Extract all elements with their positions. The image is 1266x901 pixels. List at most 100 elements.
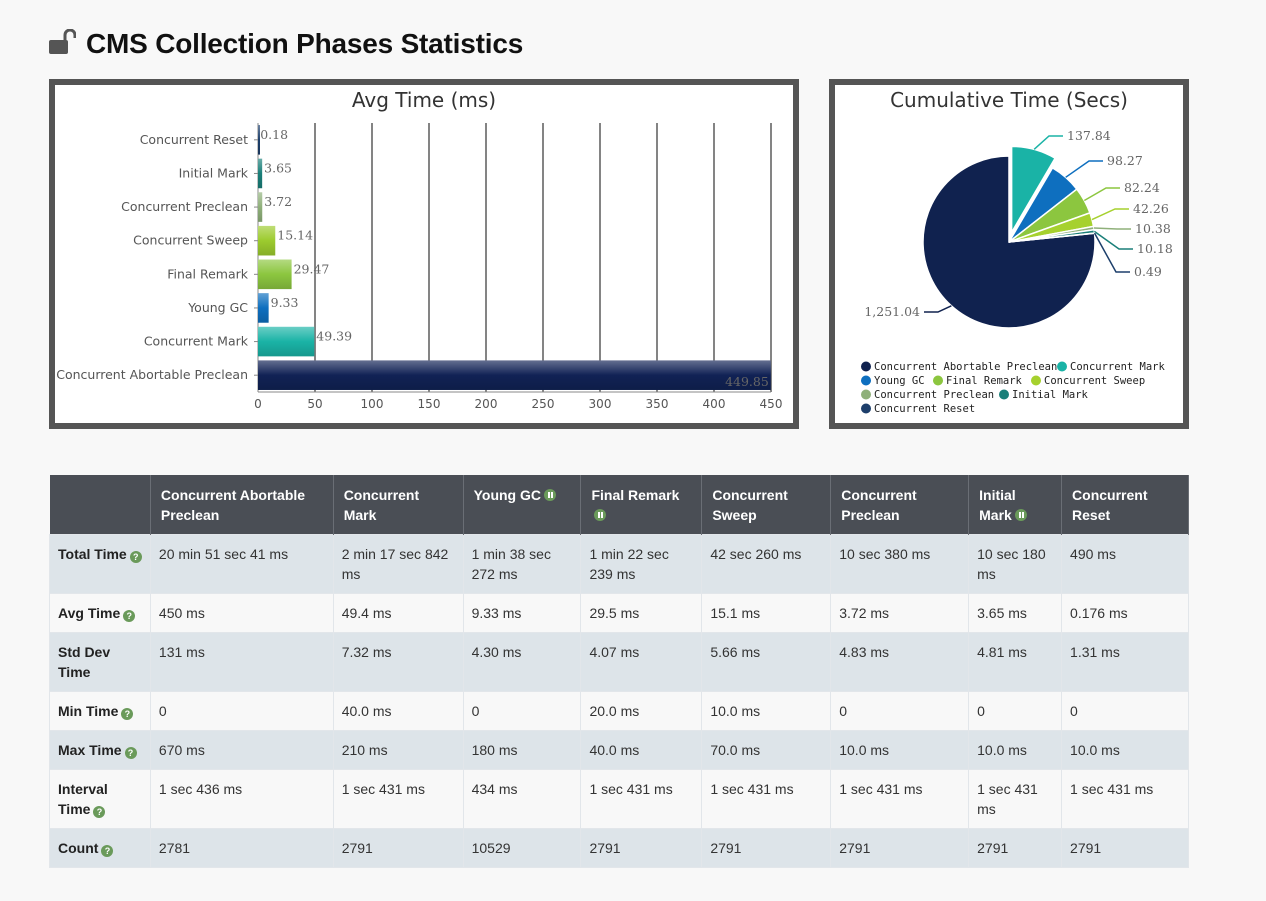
table-cell: 0 bbox=[830, 691, 970, 731]
pie-value-label: 10.38 bbox=[1135, 221, 1171, 236]
phases-stats-table: Concurrent Abortable Preclean Concurrent … bbox=[49, 475, 1189, 868]
legend-marker bbox=[861, 361, 871, 372]
table-cell: 10.0 ms bbox=[830, 730, 970, 770]
column-header: Concurrent Abortable Preclean bbox=[150, 475, 334, 535]
bar bbox=[258, 360, 771, 390]
table-cell: 4.30 ms bbox=[462, 632, 582, 692]
legend-item: Concurrent Mark bbox=[1070, 361, 1166, 373]
help-icon[interactable]: ? bbox=[93, 806, 106, 818]
page-header: CMS Collection Phases Statistics bbox=[48, 24, 523, 64]
category-label: Final Remark bbox=[167, 266, 249, 281]
table-cell: 3.65 ms bbox=[968, 593, 1063, 633]
table-cell: 1 sec 431 ms bbox=[332, 769, 464, 829]
table-cell: 10529 bbox=[462, 828, 582, 868]
help-icon[interactable]: ? bbox=[124, 747, 137, 759]
help-icon[interactable]: ? bbox=[101, 845, 114, 857]
table-cell: 20.0 ms bbox=[580, 691, 703, 731]
column-header: Young GC bbox=[463, 475, 582, 535]
table-row: Avg Time? 450 ms 49.4 ms 9.33 ms 29.5 ms 15.1… bbox=[49, 593, 1189, 633]
table-cell: 9.33 ms bbox=[462, 593, 582, 633]
table-cell: 0 bbox=[462, 691, 582, 731]
legend-marker bbox=[999, 389, 1009, 400]
row-header: Min Time? bbox=[49, 691, 151, 731]
row-header: Std Dev Time bbox=[49, 632, 151, 692]
avg-time-bar-chart: Avg Time (ms) 0 50 100 150 200 250 300 350 400 450… bbox=[56, 88, 782, 411]
table-cell: 2791 bbox=[580, 828, 703, 868]
table-cell: 490 ms bbox=[1061, 534, 1189, 594]
table-cell: 0 bbox=[149, 691, 334, 731]
bar bbox=[258, 259, 292, 290]
category-label: Concurrent Abortable Preclean bbox=[56, 367, 248, 382]
table-cell: 2791 bbox=[332, 828, 464, 868]
pie-connector bbox=[1093, 227, 1131, 230]
category-label: Concurrent Mark bbox=[144, 334, 249, 349]
table-cell: 10.0 ms bbox=[1061, 730, 1189, 770]
bar-value-label: 0.18 bbox=[260, 127, 288, 142]
legend-marker bbox=[861, 403, 871, 414]
table-corner-header bbox=[49, 475, 151, 535]
pie-chart-title: Cumulative Time (Secs) bbox=[890, 88, 1128, 112]
table-cell: 10 sec 380 ms bbox=[830, 534, 970, 594]
help-icon[interactable]: ? bbox=[123, 610, 136, 622]
bar bbox=[258, 225, 276, 256]
table-cell: 10 sec 180 ms bbox=[968, 534, 1063, 594]
x-tick-label: 400 bbox=[703, 397, 726, 411]
table-cell: 0.176 ms bbox=[1061, 593, 1189, 633]
table-cell: 2791 bbox=[1061, 828, 1189, 868]
row-header: Count? bbox=[49, 828, 151, 868]
table-cell: 3.72 ms bbox=[830, 593, 970, 633]
table-cell: 2791 bbox=[968, 828, 1063, 868]
bar bbox=[258, 293, 269, 323]
row-header: Max Time? bbox=[49, 730, 151, 770]
row-header-label: Std Dev Time bbox=[58, 644, 111, 680]
table-cell: 1 sec 431 ms bbox=[830, 769, 970, 829]
row-header-label: Count bbox=[58, 840, 99, 856]
x-tick-label: 50 bbox=[307, 397, 322, 411]
pie-value-label: 82.24 bbox=[1124, 180, 1160, 195]
row-header-label: Total Time bbox=[58, 546, 127, 562]
row-header: Avg Time? bbox=[49, 593, 151, 633]
x-tick-label: 0 bbox=[254, 397, 262, 411]
table-cell: 2791 bbox=[701, 828, 832, 868]
bar-value-label: 29.47 bbox=[294, 261, 330, 276]
column-header: Final Remark bbox=[580, 475, 703, 535]
bar-value-label: 3.72 bbox=[264, 194, 292, 209]
bar bbox=[258, 192, 263, 222]
pie-slice bbox=[1010, 145, 1057, 236]
column-header: Concurrent Preclean bbox=[830, 475, 970, 535]
column-header-label: Concurrent Sweep bbox=[712, 487, 788, 523]
bar bbox=[258, 125, 260, 155]
table-cell: 2781 bbox=[149, 828, 334, 868]
legend-marker bbox=[933, 375, 943, 386]
pause-icon bbox=[544, 489, 556, 501]
table-row: Total Time? 20 min 51 sec 41 ms 2 min 17 s… bbox=[49, 534, 1189, 594]
row-header-label: Avg Time bbox=[58, 605, 121, 621]
avg-time-chart-panel: Avg Time (ms) 0 50 100 150 200 250 300 350 400 450… bbox=[49, 79, 799, 429]
help-icon[interactable]: ? bbox=[129, 551, 142, 563]
pie-value-label: 0.49 bbox=[1134, 264, 1162, 279]
table-cell: 450 ms bbox=[149, 593, 334, 633]
table-cell: 2791 bbox=[830, 828, 970, 868]
unlock-icon bbox=[48, 28, 77, 60]
column-header-label: Young GC bbox=[473, 487, 541, 503]
table-cell: 49.4 ms bbox=[332, 593, 464, 633]
column-header-label: Concurrent Reset bbox=[1072, 487, 1148, 523]
cumulative-time-chart-panel: Cumulative Time (Secs) 1,251.04 137.84 98.2… bbox=[829, 79, 1189, 429]
column-header-label: Initial Mark bbox=[979, 487, 1016, 523]
pie-value-label: 42.26 bbox=[1133, 201, 1169, 216]
row-header-label: Interval Time bbox=[58, 781, 108, 817]
bar-value-label: 15.14 bbox=[277, 228, 313, 243]
page-title: CMS Collection Phases Statistics bbox=[86, 28, 524, 59]
legend-item: Concurrent Sweep bbox=[1044, 375, 1145, 387]
legend-item: Final Remark bbox=[946, 375, 1023, 387]
bar bbox=[258, 158, 263, 189]
legend-item: Concurrent Abortable Preclean bbox=[874, 361, 1057, 373]
table-row: Min Time? 0 40.0 ms 0 20.0 ms 10.0 ms 0 0 0 bbox=[49, 691, 1189, 731]
pie-connector bbox=[1033, 135, 1063, 150]
table-row: Interval Time? 1 sec 436 ms 1 sec 431 ms 43… bbox=[49, 769, 1189, 829]
help-icon[interactable]: ? bbox=[121, 708, 134, 720]
table-header-row: Concurrent Abortable Preclean Concurrent … bbox=[49, 475, 1189, 535]
table-cell: 40.0 ms bbox=[332, 691, 464, 731]
bar-chart-title: Avg Time (ms) bbox=[352, 88, 496, 112]
table-cell: 2 min 17 sec 842 ms bbox=[332, 534, 464, 594]
